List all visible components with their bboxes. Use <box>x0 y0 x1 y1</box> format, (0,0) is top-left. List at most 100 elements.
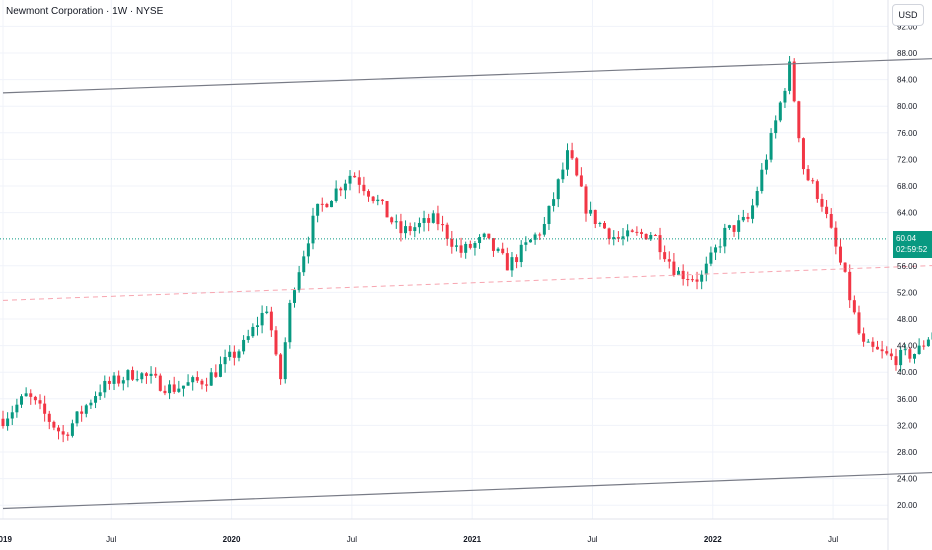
candle-body <box>899 349 903 366</box>
candle-body <box>15 404 19 413</box>
candle <box>29 389 33 405</box>
grid <box>0 0 888 519</box>
candle <box>6 412 10 431</box>
candle <box>838 238 842 266</box>
y-tick-label: 72.00 <box>897 155 918 164</box>
candle-body <box>482 233 486 238</box>
candle-body <box>695 279 699 282</box>
candle-body <box>769 133 773 160</box>
candle-body <box>667 259 671 262</box>
candle <box>205 377 209 392</box>
candle-body <box>926 339 930 347</box>
candle <box>723 223 727 254</box>
candle <box>501 242 505 255</box>
candle <box>80 405 84 422</box>
candle <box>339 186 343 197</box>
candle-body <box>274 330 278 355</box>
price-axis[interactable]: 92.00 88.00 84.00 80.00 76.00 72.00 68.00 64.00… <box>897 22 918 510</box>
candle <box>528 238 532 243</box>
candle-body <box>570 150 574 159</box>
candle-body <box>519 244 523 263</box>
candle-body <box>478 237 482 244</box>
candle-body <box>292 290 296 303</box>
candle-body <box>778 102 782 121</box>
candle-body <box>191 377 195 383</box>
candle <box>288 299 292 349</box>
candle <box>556 178 560 208</box>
candle-body <box>20 396 24 405</box>
candle-body <box>404 226 408 234</box>
chart-title: Newmont Corporation · 1W · NYSE <box>6 6 164 17</box>
channel-lower-line <box>2 471 932 510</box>
candle-body <box>38 400 42 404</box>
candle-body <box>880 349 884 352</box>
candle-body <box>468 243 472 248</box>
candle <box>154 367 158 378</box>
candle <box>788 55 792 95</box>
candle <box>376 194 380 206</box>
candle <box>131 366 135 381</box>
candle-body <box>464 243 468 253</box>
candle-body <box>441 224 445 226</box>
candle <box>727 224 731 230</box>
candle-body <box>552 199 556 206</box>
candle <box>75 411 79 427</box>
candle <box>552 192 556 212</box>
candle <box>751 198 755 224</box>
y-tick-label: 44.00 <box>897 342 918 351</box>
candle <box>565 143 569 176</box>
candle <box>843 262 847 273</box>
candle <box>10 405 14 426</box>
currency-button[interactable]: USD <box>892 4 924 26</box>
candle-body <box>843 262 847 272</box>
candle-body <box>200 380 204 385</box>
candle <box>487 233 491 240</box>
candle <box>33 395 37 405</box>
y-tick-label: 56.00 <box>897 262 918 271</box>
y-tick-label: 28.00 <box>897 448 918 457</box>
candle-body <box>376 199 380 202</box>
candle-body <box>681 270 685 280</box>
candle <box>413 222 417 238</box>
candle <box>852 295 856 315</box>
x-tick-label: 2020 <box>223 535 241 544</box>
candle <box>908 347 912 363</box>
candle-body <box>788 61 792 91</box>
y-tick-label: 68.00 <box>897 182 918 191</box>
candle-body <box>431 213 435 223</box>
y-tick-label: 48.00 <box>897 315 918 324</box>
candle <box>593 209 597 229</box>
candle-body <box>783 90 787 103</box>
candle-body <box>690 279 694 281</box>
candle <box>311 207 315 250</box>
candle <box>792 58 796 103</box>
candle-body <box>616 237 620 239</box>
candle <box>228 345 232 361</box>
last-price-value: 60.04 <box>896 234 917 243</box>
candle <box>589 201 593 217</box>
candle-body <box>163 390 167 394</box>
candle-body <box>297 272 301 291</box>
y-tick-label: 52.00 <box>897 288 918 297</box>
candle-body <box>154 373 158 376</box>
candle-body <box>885 351 889 354</box>
candle <box>774 115 778 139</box>
candle <box>283 337 287 384</box>
y-tick-label: 64.00 <box>897 209 918 218</box>
candle <box>649 232 653 242</box>
candle-body <box>700 274 704 282</box>
candle-body <box>223 357 227 365</box>
candle <box>84 403 88 418</box>
candle-body <box>1 418 5 427</box>
candle <box>612 230 616 246</box>
candle-body <box>6 418 10 427</box>
candle-body <box>112 375 116 384</box>
candle <box>168 380 172 400</box>
candle-body <box>394 221 398 223</box>
candle <box>473 241 477 256</box>
candle <box>408 222 412 236</box>
candle <box>917 338 921 355</box>
candle <box>829 208 833 229</box>
time-axis[interactable]: 2019Jul2020Jul2021Jul2022Jul2023Jul2024J… <box>0 535 932 544</box>
